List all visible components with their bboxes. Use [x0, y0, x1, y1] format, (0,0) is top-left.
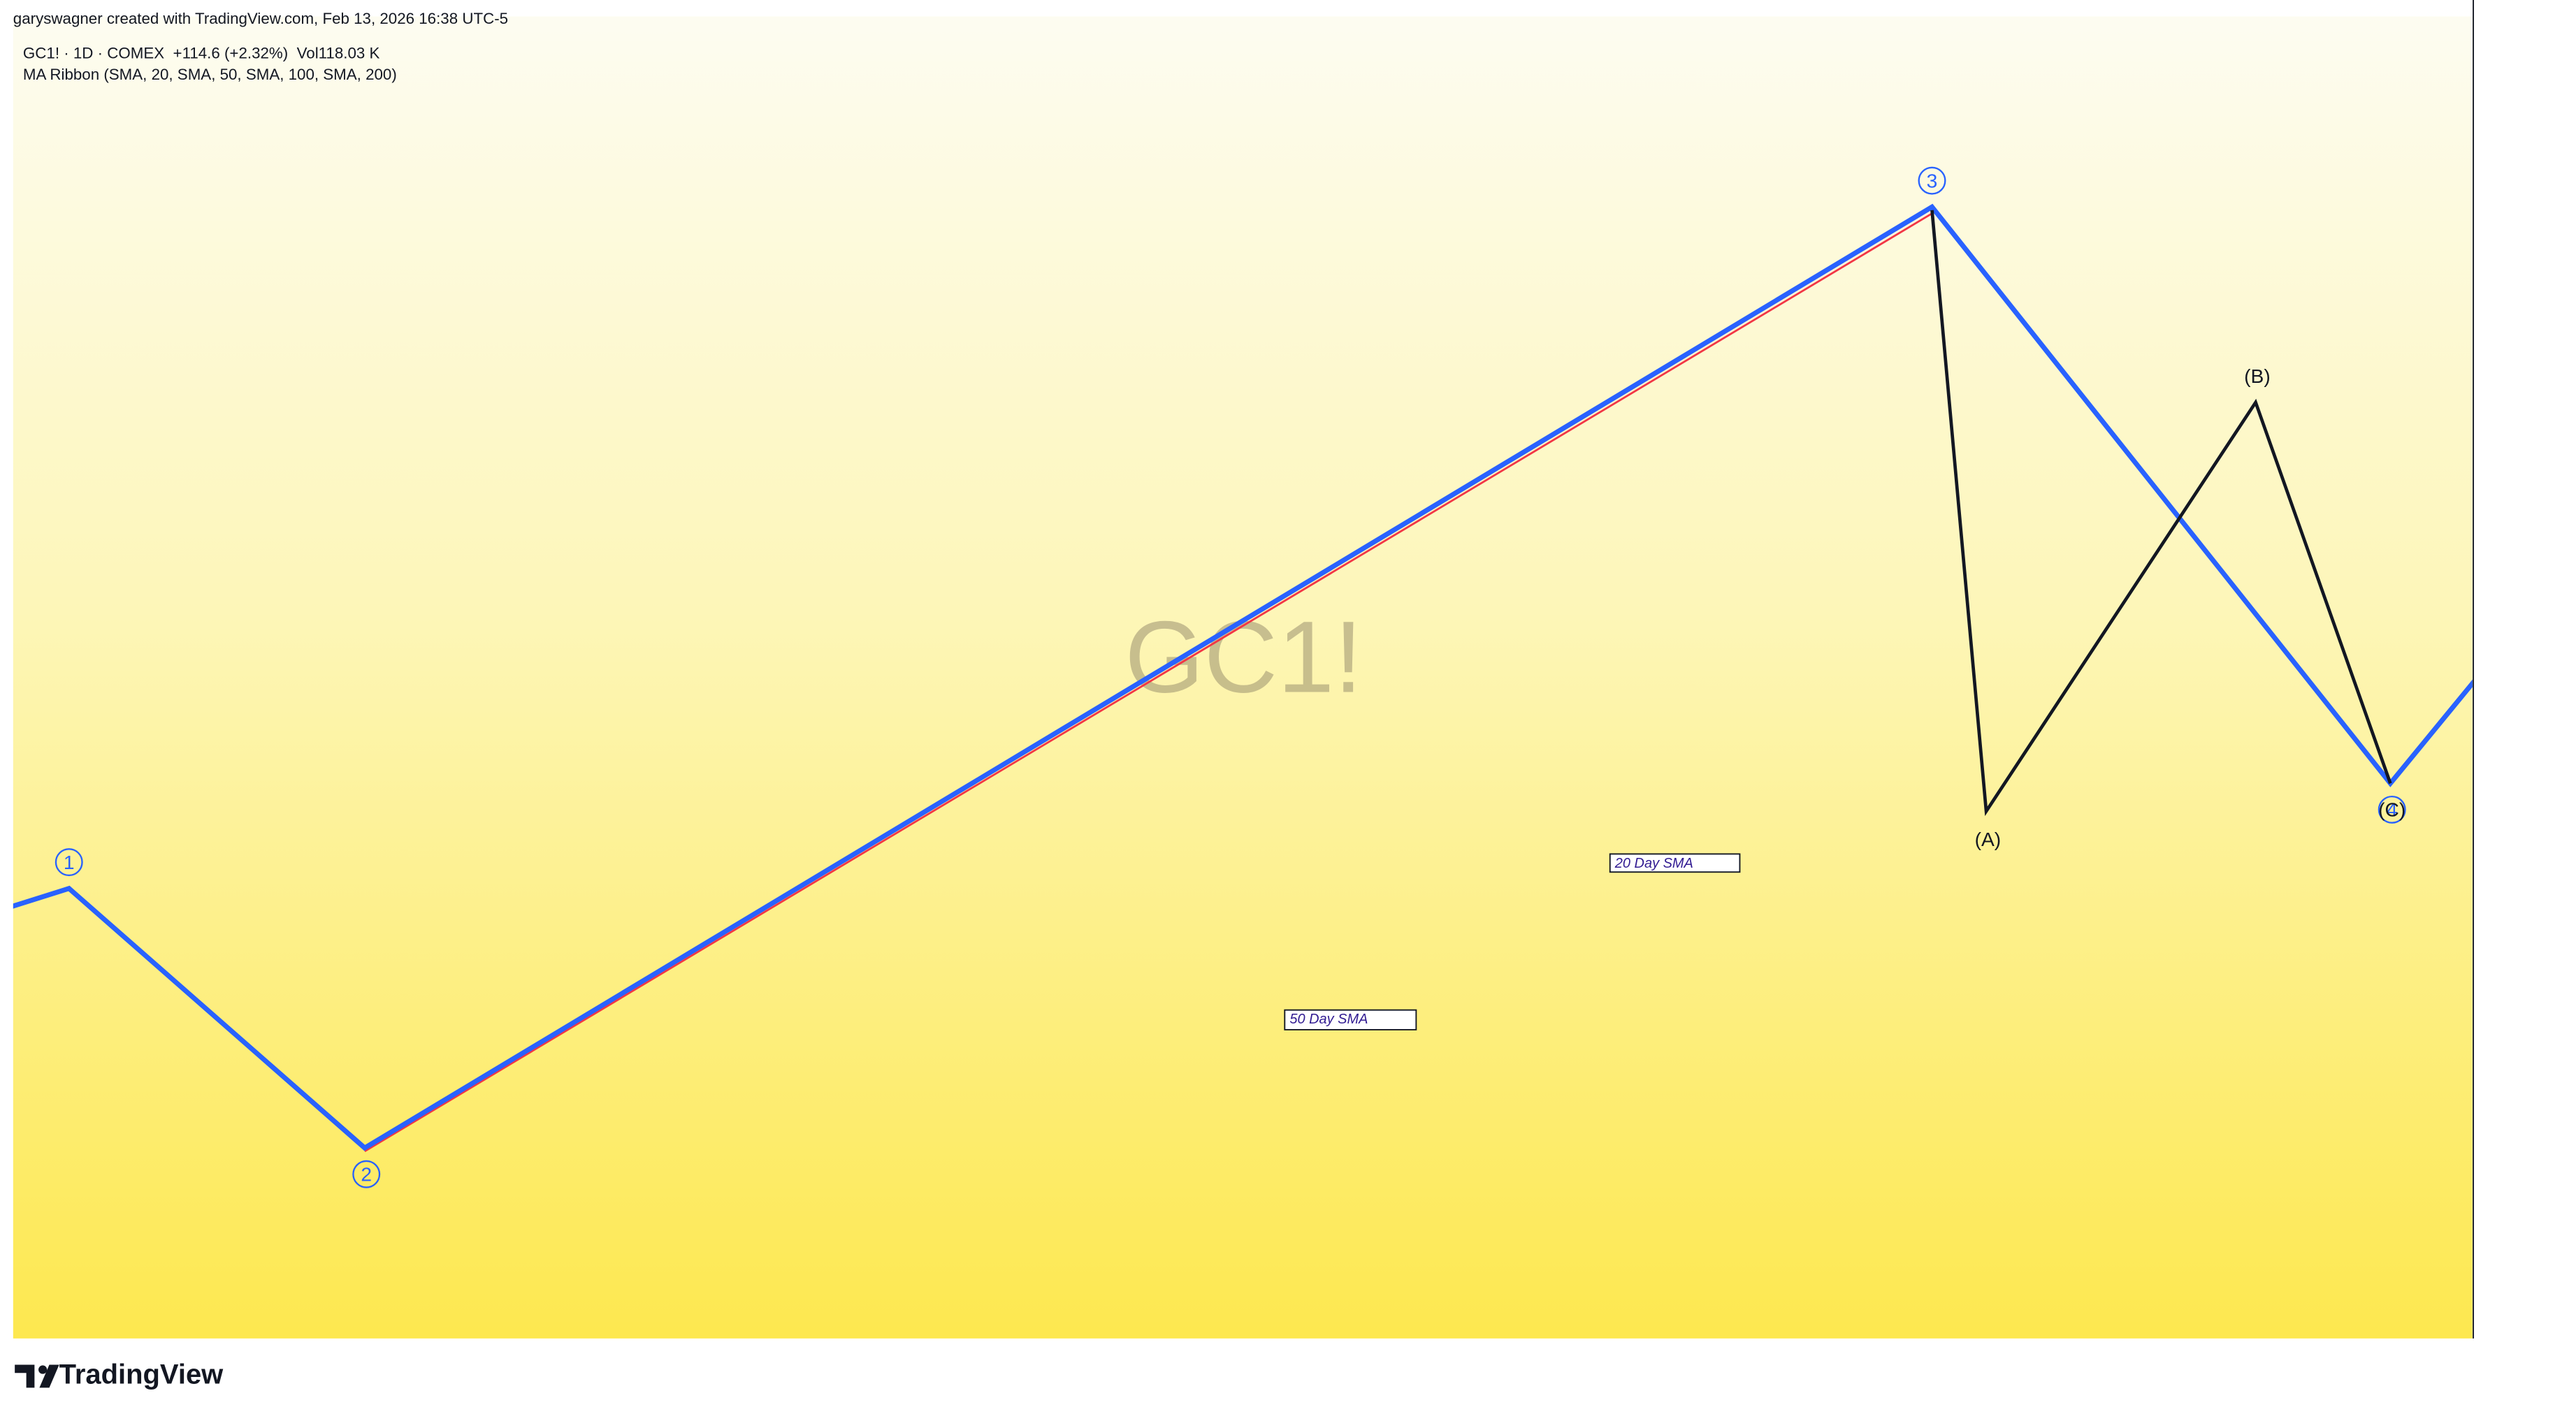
wave-circle — [352, 1160, 381, 1188]
wave-label: 2 — [361, 1163, 372, 1186]
note-box — [1609, 853, 1741, 873]
wave-circle — [2378, 795, 2406, 824]
wave-label: 3 — [1927, 169, 1938, 191]
abc-label: (C) — [2378, 799, 2405, 821]
price-axis-background — [2472, 0, 2576, 1339]
wave-label: 1 — [64, 851, 75, 873]
footer-logo: TradingView — [15, 1359, 224, 1390]
note-text: 50 Day SMA — [1289, 1012, 1368, 1027]
brand: TradingView — [59, 1359, 224, 1390]
symbol-line: GC1! · 1D · COMEX +114.6 (+2.32%) Vol118… — [23, 44, 380, 61]
credit: garyswagner created with TradingView.com… — [13, 10, 508, 27]
watermark: GC1! — [1124, 600, 1362, 714]
wave-drawings — [13, 203, 2473, 1153]
wave-label: 4 — [2387, 799, 2398, 821]
plot-background — [13, 16, 2473, 1339]
wave-circle — [1918, 166, 1946, 195]
logo-dot — [38, 1365, 48, 1374]
abc-label: (A) — [1975, 828, 2002, 850]
logo-icon — [15, 1364, 59, 1388]
abc-line — [1930, 210, 2392, 817]
wave-circle — [55, 848, 83, 877]
note-box — [1284, 1009, 1417, 1030]
abc-drawing: 1 2 3 4 (A) (B) (C) — [55, 166, 2406, 1188]
sma-notes: 20 Day SMA 50 Day SMA — [1284, 853, 1741, 1030]
trend-line — [364, 212, 1933, 1153]
note-text: 20 Day SMA — [1614, 856, 1693, 871]
elliott-wave-line — [13, 203, 2473, 1151]
abc-label: (B) — [2244, 365, 2271, 387]
indicator-line: MA Ribbon (SMA, 20, SMA, 50, SMA, 100, S… — [23, 66, 397, 83]
